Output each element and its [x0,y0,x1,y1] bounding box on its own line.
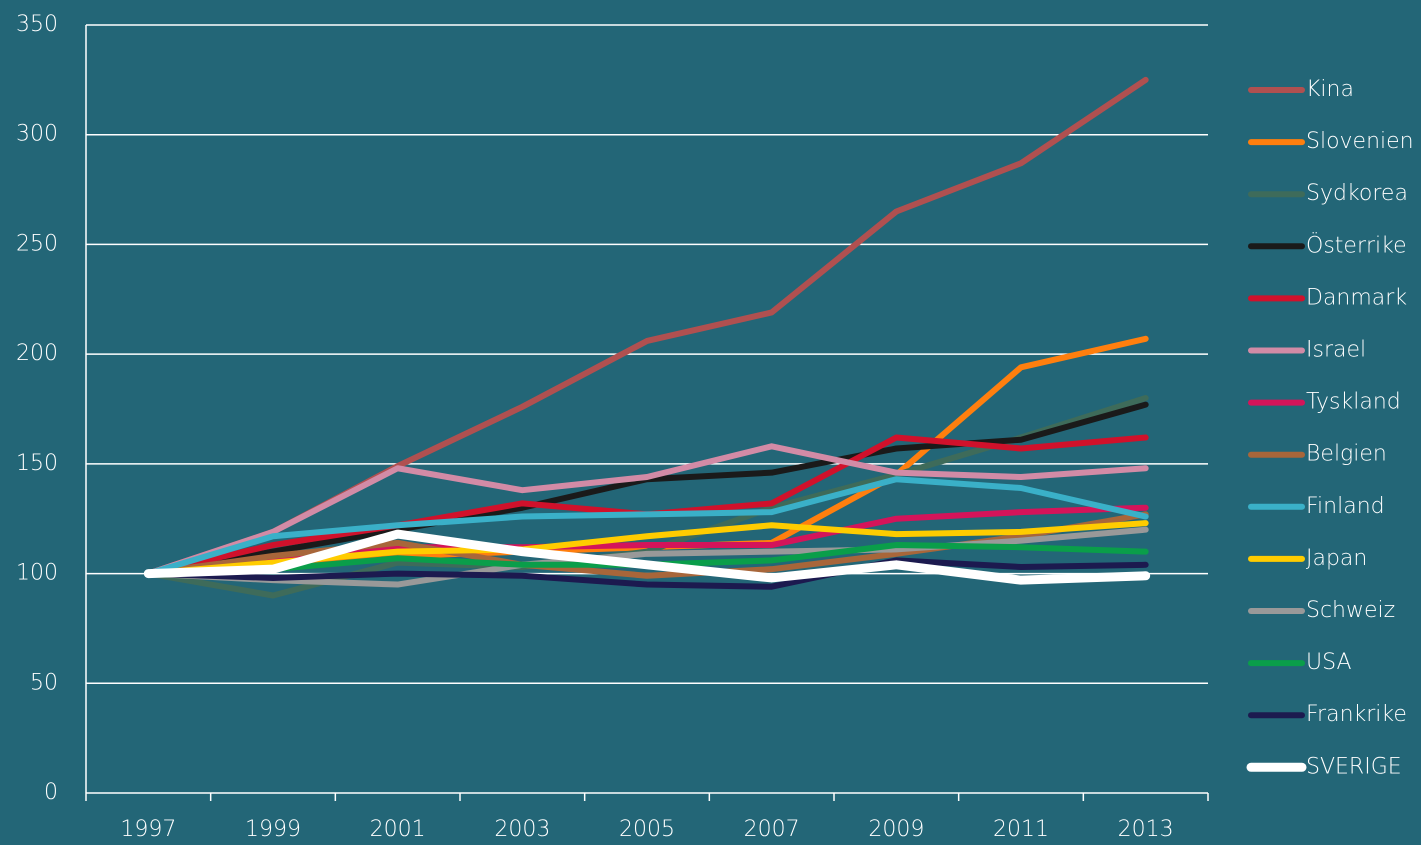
legend-label: Japan [1306,546,1367,571]
legend-label: Danmark [1306,285,1407,310]
series-line [145,476,1149,577]
y-tick-label: 100 [16,561,58,586]
y-tick-label: 0 [44,780,58,805]
legend-label: Frankrike [1306,702,1407,727]
legend-label: Österrike [1306,231,1407,258]
y-tick-label: 50 [30,670,58,695]
series-line [143,529,1151,585]
legend-label: Slovenien [1306,129,1414,154]
series-line [145,443,1149,577]
series-line [145,76,1149,577]
legend-label: SVERIGE [1306,754,1402,779]
y-tick-label: 250 [16,231,58,256]
x-tick-label: 1999 [245,817,301,842]
legend-label: Tyskland [1306,390,1401,415]
legend-label: Kina [1306,77,1354,102]
y-tick-label: 200 [16,341,58,366]
legend-label: Finland [1306,494,1385,519]
legend-label: Israel [1306,338,1366,363]
legend-label: Belgien [1306,442,1387,467]
x-tick-label: 2005 [619,817,675,842]
x-tick-label: 2003 [494,817,550,842]
y-tick-label: 300 [16,122,58,147]
x-tick-label: 2007 [744,817,800,842]
legend-label: Schweiz [1306,598,1395,623]
x-tick-label: 2011 [993,817,1049,842]
x-tick-label: 2009 [868,817,924,842]
x-tick-label: 2013 [1118,817,1174,842]
x-tick-label: 2001 [370,817,426,842]
y-tick-label: 350 [16,12,58,37]
series-line [145,557,1149,590]
y-tick-label: 150 [16,451,58,476]
legend-label: USA [1306,650,1352,675]
x-tick-label: 1997 [120,817,176,842]
legend-label: Sydkorea [1306,181,1408,206]
